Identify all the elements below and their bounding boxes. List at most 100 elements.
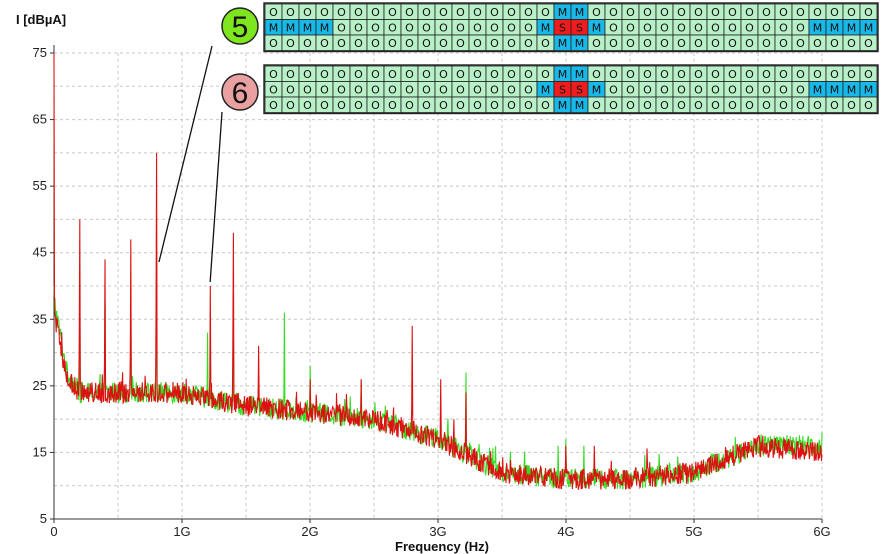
- grid-cell-label: O: [660, 22, 669, 35]
- grid-cell-label: O: [813, 99, 822, 112]
- grid-cell: [859, 34, 878, 51]
- grid-cell-label: O: [439, 68, 448, 81]
- grid-cell-label: O: [507, 99, 516, 112]
- grid-cell-label: M: [830, 84, 840, 97]
- grid-cell-label: M: [320, 22, 330, 35]
- grid-cell-label: O: [711, 68, 720, 81]
- grid-cell-label: O: [388, 84, 397, 97]
- x-tick-label: 0: [50, 524, 57, 539]
- grid-cell-label: O: [303, 99, 312, 112]
- x-tick-label: 6G: [813, 524, 830, 539]
- grid-cell-label: M: [592, 84, 602, 97]
- grid-cell-label: O: [609, 99, 618, 112]
- grid-cell-label: O: [490, 99, 499, 112]
- grid-cell-label: M: [847, 22, 857, 35]
- grid-cell-label: O: [490, 22, 499, 35]
- x-tick-label: 4G: [557, 524, 574, 539]
- grid-cell: [859, 96, 878, 113]
- grid-cell-label: O: [864, 68, 873, 81]
- grid-cell-label: M: [286, 22, 296, 35]
- grid-cell-label: O: [320, 6, 329, 19]
- grid-cell-label: O: [541, 99, 550, 112]
- grid-cell-label: O: [456, 37, 465, 50]
- grid-cell-label: O: [609, 84, 618, 97]
- grid-cell-label: O: [694, 84, 703, 97]
- annotations: [158, 45, 223, 283]
- grid-cell-label: O: [626, 68, 635, 81]
- grid-cell-label: O: [660, 37, 669, 50]
- grid-cell-label: S: [576, 22, 583, 35]
- grid-cell-label: O: [762, 6, 771, 19]
- grid-cell-label: O: [609, 68, 618, 81]
- grid-cell-label: O: [524, 22, 533, 35]
- grid-cell-label: O: [371, 6, 380, 19]
- grid-cell-label: M: [541, 22, 551, 35]
- grid-cell-label: O: [830, 99, 839, 112]
- grid-cell-label: O: [711, 6, 720, 19]
- grid-cell-label: O: [269, 68, 278, 81]
- grid-cell-label: M: [558, 68, 568, 81]
- grid-cell-label: M: [575, 68, 585, 81]
- grid-cell-label: O: [269, 37, 278, 50]
- grid-cell-label: O: [286, 6, 295, 19]
- grid-cell-label: M: [575, 6, 585, 19]
- grid-cell-label: O: [677, 68, 686, 81]
- grid-cell-label: O: [762, 99, 771, 112]
- grid-cell-label: O: [337, 6, 346, 19]
- grid-cell-label: O: [524, 68, 533, 81]
- grid-cell-label: O: [320, 99, 329, 112]
- grid-cell-label: S: [559, 22, 566, 35]
- grid-cell-label: O: [473, 22, 482, 35]
- grid-cell-label: O: [728, 99, 737, 112]
- grid-cell-label: O: [354, 99, 363, 112]
- grid-cell-label: O: [524, 84, 533, 97]
- grid-cell-label: O: [864, 37, 873, 50]
- axes: [50, 45, 823, 523]
- x-axis-title: Frequency (Hz): [395, 539, 489, 554]
- badge-5: [221, 7, 259, 45]
- grid-cell-label: O: [796, 84, 805, 97]
- grid-cell-label: M: [864, 84, 874, 97]
- grid-cell-label: O: [354, 22, 363, 35]
- grid-cell-label: O: [286, 84, 295, 97]
- x-tick-label: 1G: [173, 524, 190, 539]
- annotation-line-5: [158, 45, 213, 263]
- grid-cell-label: O: [796, 99, 805, 112]
- y-tick-label: 5: [40, 511, 47, 526]
- grid-cell-label: O: [320, 37, 329, 50]
- grid-cell-label: O: [507, 6, 516, 19]
- grid-cell-label: O: [643, 6, 652, 19]
- grid-cell-label: O: [643, 68, 652, 81]
- grid-cell-label: O: [337, 37, 346, 50]
- grid-cell-label: O: [779, 99, 788, 112]
- grid-cell-label: O: [490, 37, 499, 50]
- grid-cell-label: O: [677, 37, 686, 50]
- grid-cell-label: O: [745, 84, 754, 97]
- grid-cell-label: O: [796, 68, 805, 81]
- grid-cell-label: O: [405, 99, 414, 112]
- grid-cell-label: O: [439, 22, 448, 35]
- grid-cell-label: O: [269, 6, 278, 19]
- grid-cell-label: O: [473, 6, 482, 19]
- grid-cell-label: O: [728, 68, 737, 81]
- grid-cell-label: M: [303, 22, 313, 35]
- channel-grid-panels: O O O O O O O O O O O O O O O O O M M O O O O O O O O O O O O O O O O OM M M M…: [221, 2, 879, 115]
- grid-cell-label: O: [337, 22, 346, 35]
- grid-cell-label: O: [320, 84, 329, 97]
- grid-cell-label: O: [762, 84, 771, 97]
- grid-cell-label: O: [711, 99, 720, 112]
- grid-cell-label: O: [711, 37, 720, 50]
- grid-cell-label: O: [473, 84, 482, 97]
- grid-cell-label: O: [830, 37, 839, 50]
- grid-cell-label: O: [626, 6, 635, 19]
- grid-cell-label: O: [541, 68, 550, 81]
- y-tick-label: 55: [33, 178, 47, 193]
- grid-cell-label: O: [269, 84, 278, 97]
- grid-cell-label: O: [864, 6, 873, 19]
- y-tick-label: 35: [33, 311, 47, 326]
- grid-cell-label: O: [524, 6, 533, 19]
- grid-cell-label: O: [796, 6, 805, 19]
- grid-cell-label: O: [711, 22, 720, 35]
- grid-cell-label: O: [813, 6, 822, 19]
- grid-cell-label: O: [371, 99, 380, 112]
